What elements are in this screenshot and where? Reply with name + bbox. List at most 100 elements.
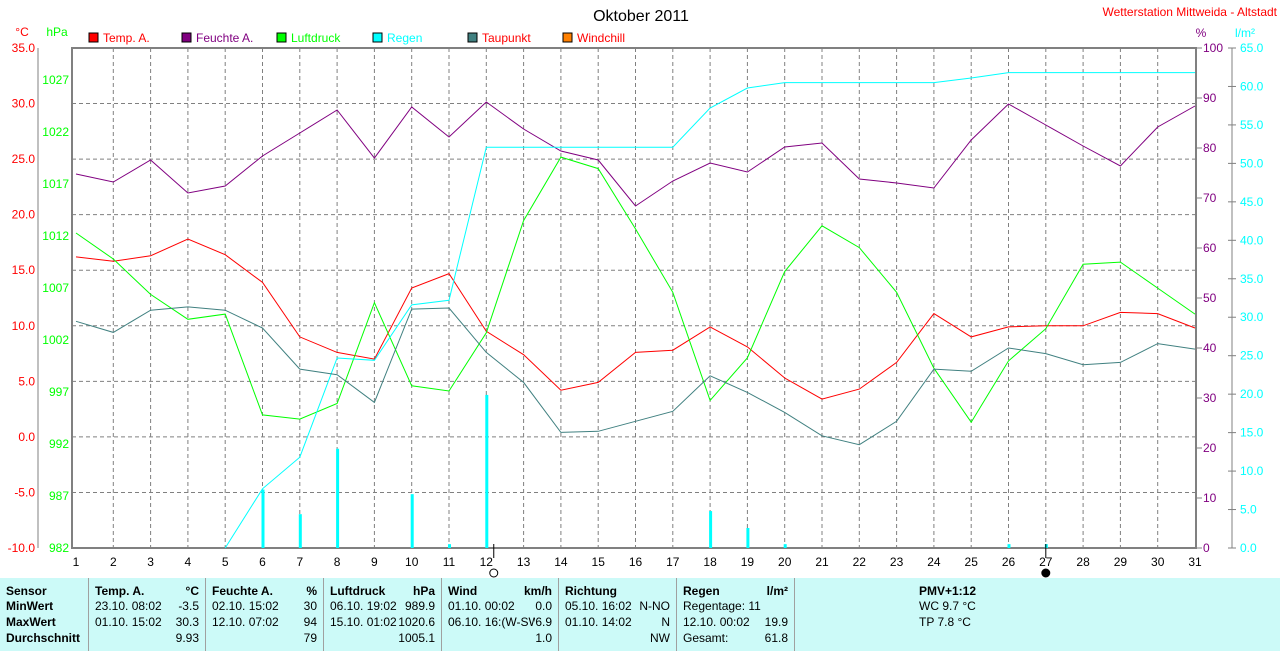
x-tick-label: 1 [73, 555, 80, 569]
rain-tick-label: 20.0 [1240, 387, 1264, 401]
rain-tick-label: 5.0 [1240, 503, 1257, 517]
pressure-tick-label: 987 [49, 489, 69, 503]
x-tick-label: 10 [405, 555, 419, 569]
direction-avg: NW [650, 631, 670, 645]
rain-tick-label: 25.0 [1240, 349, 1264, 363]
col-wind: Wind km/h 01.10. 00:02 0.0 06.10. 16:(W-SW… [442, 578, 559, 651]
pressure-tick-label: 997 [49, 385, 69, 399]
grid [72, 48, 1196, 548]
humidity-tick-label: 100 [1203, 41, 1223, 55]
rain-bar [746, 528, 750, 548]
humidity-avg: 79 [303, 631, 317, 645]
pressure-tick-label: 1022 [42, 125, 69, 139]
rain-days: Regentage: 11 [683, 599, 761, 613]
legend-swatch [372, 32, 383, 43]
x-tick-label: 22 [853, 555, 867, 569]
x-tick-label: 4 [185, 555, 192, 569]
direction-header: Richtung [565, 584, 617, 598]
legend-swatch [181, 32, 192, 43]
avg-label: Durchschnitt [6, 631, 81, 645]
humidity-unit: % [306, 584, 317, 598]
rain-tick-label: 15.0 [1240, 426, 1264, 440]
series-line-feuchte-a [75, 101, 1196, 207]
x-tick-label: 28 [1076, 555, 1090, 569]
col-sensor: Sensor MinWert MaxWert Durchschnitt [0, 578, 89, 651]
rain-axis-unit: l/m² [1235, 26, 1255, 40]
col-pmv: PMV+1:12 WC 9.7 °C TP 7.8 °C [795, 578, 1280, 651]
rain-tick-label: 45.0 [1240, 195, 1264, 209]
direction-max: N [661, 615, 670, 629]
x-tick-label: 2 [110, 555, 117, 569]
temp-tick-label: 15.0 [12, 263, 36, 277]
col-pressure: Luftdruck hPa 06.10. 19:02 989.9 15.10. 01… [324, 578, 442, 651]
rain-bar [336, 448, 340, 548]
rain-tick-label: 55.0 [1240, 118, 1264, 132]
temp-tick-label: 35.0 [12, 41, 36, 55]
x-tick-label: 6 [259, 555, 266, 569]
legend-swatch [276, 32, 287, 43]
x-tick-label: 30 [1151, 555, 1165, 569]
legend-swatch [88, 32, 99, 43]
col-humidity: Feuchte A.% 02.10. 15:02 30 12.10. 07:02 9… [206, 578, 324, 651]
humidity-tick-label: 90 [1203, 91, 1217, 105]
temp-max-time: 01.10. 15:02 [95, 615, 162, 629]
x-tick-label: 19 [741, 555, 755, 569]
temp-tick-label: 0.0 [18, 430, 35, 444]
rain-bar [448, 544, 451, 548]
temp-avg: 9.93 [175, 631, 199, 645]
new-moon-icon [1041, 568, 1051, 578]
rain-bar [410, 494, 414, 548]
station-name: Wetterstation Mittweida - Altstadt [1102, 5, 1277, 19]
temp-tick-label: 25.0 [12, 152, 36, 166]
rain-bar [1007, 544, 1011, 548]
pressure-min: 989.9 [404, 599, 435, 613]
x-tick-label: 18 [703, 555, 717, 569]
pressure-tick-label: 982 [49, 541, 69, 555]
rain-bar [783, 544, 787, 548]
rain-tick-label: 10.0 [1240, 464, 1264, 478]
moon-phases [489, 544, 1051, 578]
legend-swatch [562, 32, 573, 43]
x-tick-label: 15 [592, 555, 606, 569]
temp-tick-label: 20.0 [12, 208, 36, 222]
humidity-tick-label: 30 [1203, 391, 1217, 405]
series-line-regen [224, 72, 1195, 549]
legend-label: Temp. A. [103, 31, 150, 45]
weather-chart: Oktober 2011 Wetterstation Mittweida - A… [8, 5, 1278, 578]
rain-bar [298, 514, 302, 548]
pressure-tick-label: 992 [49, 437, 69, 451]
series-lines [75, 72, 1196, 549]
temp-header: Temp. A. [95, 584, 145, 598]
humidity-max: 94 [303, 615, 317, 629]
pressure-tick-label: 1007 [42, 281, 69, 295]
direction-max-time: 01.10. 14:02 [565, 615, 632, 629]
legend-swatch [467, 32, 478, 43]
pressure-tick-label: 1002 [42, 333, 69, 347]
max-label: MaxWert [6, 615, 56, 629]
col-rain: Regen l/m² Regentage: 11 12.10. 00:02 19.9… [677, 578, 795, 651]
legend-label: Luftdruck [291, 31, 341, 45]
wind-header: Wind [448, 584, 478, 598]
humidity-min: 30 [303, 599, 317, 613]
humidity-tick-label: 0 [1203, 541, 1210, 555]
humidity-tick-label: 60 [1203, 241, 1217, 255]
pressure-tick-label: 1027 [42, 73, 69, 87]
wind-min-time: 01.10. 00:02 [448, 599, 515, 613]
humidity-tick-label: 10 [1203, 491, 1217, 505]
wind-min: 0.0 [535, 599, 552, 613]
series-line-temp-a [75, 238, 1196, 400]
temp-tick-label: 5.0 [18, 374, 35, 388]
rain-bar [709, 511, 713, 548]
x-tick-label: 9 [371, 555, 378, 569]
temp-min: -3.5 [178, 599, 199, 613]
pmv-header: PMV+1:12 [919, 584, 977, 598]
rain-tick-label: 60.0 [1240, 79, 1264, 93]
x-tick-label: 5 [222, 555, 229, 569]
humidity-tick-label: 40 [1203, 341, 1217, 355]
x-tick-label: 26 [1002, 555, 1016, 569]
axes: 1 2 3 4 5 6 7 8 9 10 11 12 13 14 15 16 17 18 19 20 21 22 23 24 2… [8, 41, 1264, 569]
humidity-max-time: 12.10. 07:02 [212, 615, 279, 629]
x-tick-label: 7 [296, 555, 303, 569]
rain-bar [261, 489, 265, 548]
x-tick-label: 16 [629, 555, 643, 569]
